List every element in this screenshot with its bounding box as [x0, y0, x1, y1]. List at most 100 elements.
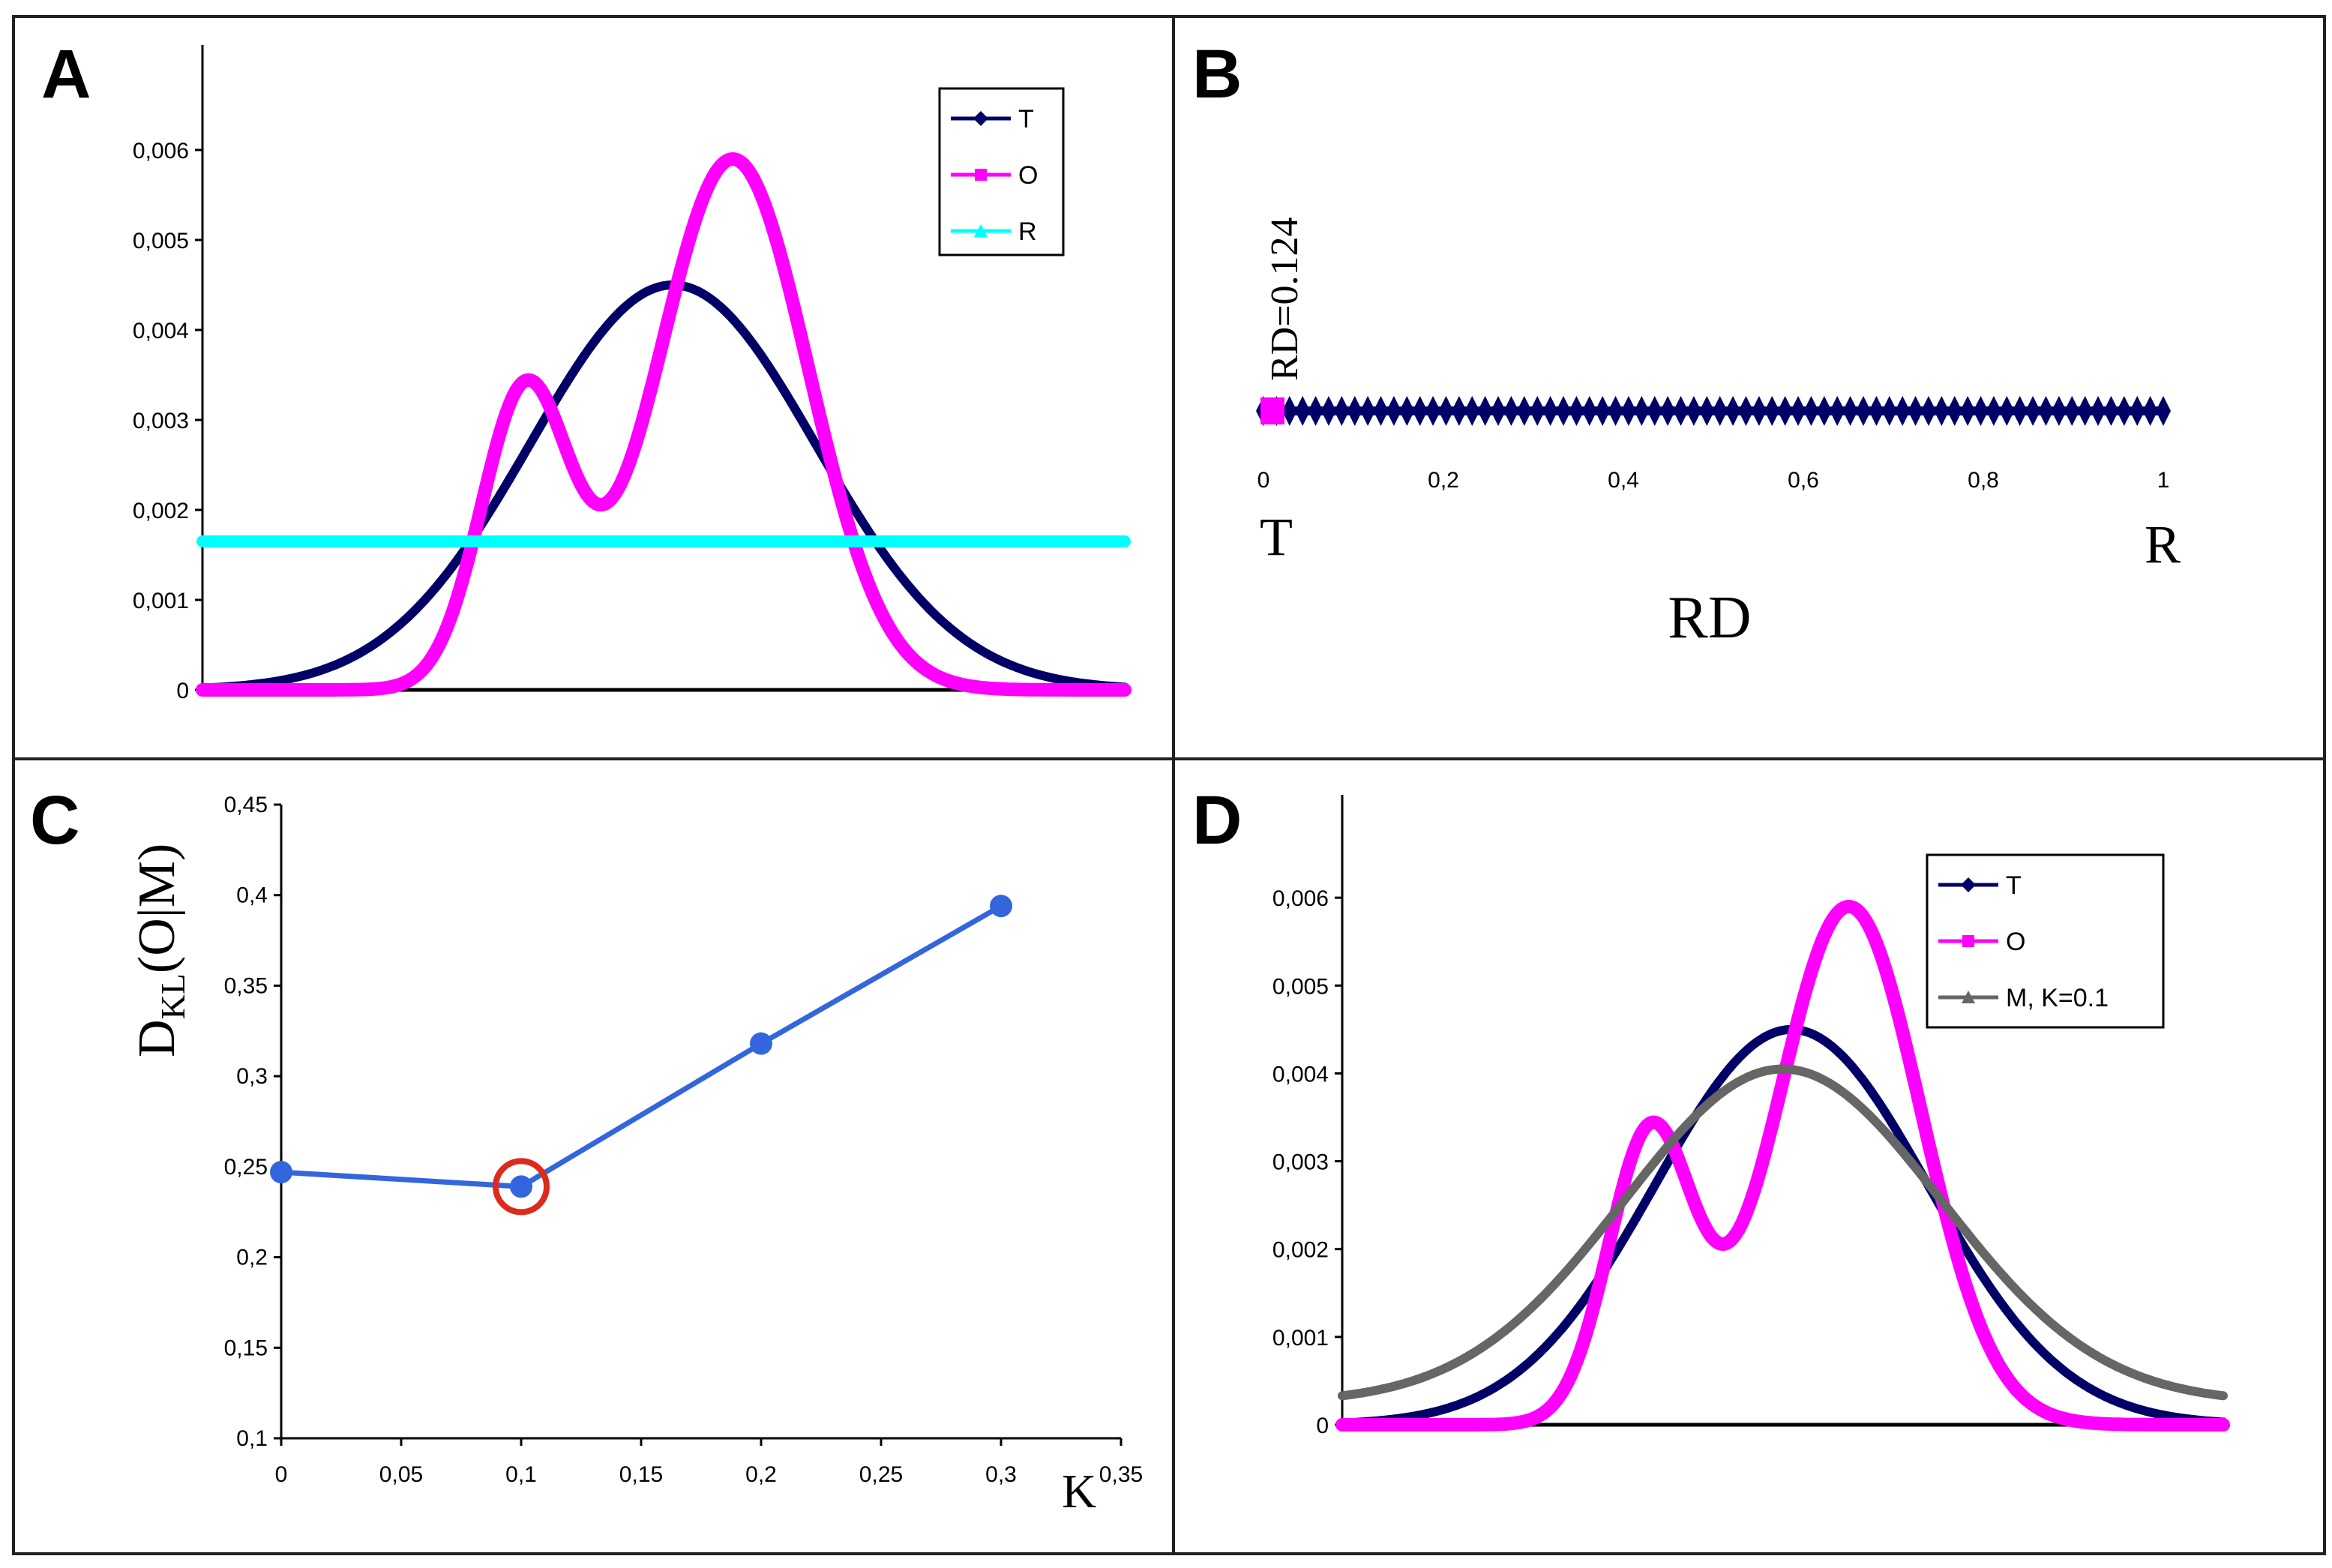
- panel-b-series: [1256, 396, 2171, 426]
- rd-series-marker: [1869, 396, 1884, 426]
- y-tick-label: 0,002: [1272, 1238, 1329, 1263]
- rd-series-marker: [2103, 396, 2119, 426]
- rd-series-marker: [1281, 396, 1297, 426]
- y-tick-label: 0,004: [1272, 1062, 1329, 1087]
- x-tick-label: 0,2: [1428, 468, 1459, 493]
- rd-series-marker: [1399, 396, 1415, 426]
- x-tick-label: 0,1: [505, 1462, 537, 1487]
- rd-series-marker: [2116, 396, 2132, 426]
- y-tick-label: 0,002: [133, 499, 189, 523]
- rd-series-marker: [1386, 396, 1401, 426]
- rd-series-marker: [1308, 396, 1323, 426]
- rd-series-marker: [1530, 396, 1545, 426]
- rd-series-marker: [2142, 396, 2158, 426]
- rd-series-marker: [1960, 396, 1976, 426]
- panel-d-legend: TO M, K=0.1: [1926, 853, 2165, 1029]
- rd-series-marker: [1842, 396, 1858, 426]
- panel-b-x-ticks: 0 0,2 0,4 0,6 0,8 1: [1257, 468, 2170, 493]
- legend-label: O: [2006, 928, 2025, 956]
- rd-series-marker: [1595, 396, 1611, 426]
- rd-series-marker: [1999, 396, 2015, 426]
- rd-series-marker: [1295, 396, 1311, 426]
- panel-c-y-label-rest: (O|M): [128, 844, 186, 973]
- rd-series-marker: [1830, 396, 1845, 426]
- rd-series-marker: [1947, 396, 1962, 426]
- x-tick-label: 1: [2157, 468, 2170, 493]
- y-tick-label: 0: [176, 679, 189, 703]
- panel-a-series: [196, 152, 1132, 697]
- rd-series-marker: [1438, 396, 1454, 426]
- panel-a-chart: 0 0,001 0,002 0,003 0,004 0,005 0,006 TOR: [133, 45, 1132, 703]
- rd-series-marker: [1542, 396, 1558, 426]
- rd-series-marker: [1620, 396, 1636, 426]
- x-tick-label: 0,6: [1788, 468, 1819, 493]
- panel-b-left-label: T: [1260, 507, 1293, 567]
- rd-series-marker: [1516, 396, 1532, 426]
- legend-marker-diamond: [973, 111, 988, 126]
- x-tick-label: 0,3: [985, 1462, 1017, 1487]
- rd-series-marker: [2038, 396, 2054, 426]
- y-tick-label: 0,004: [133, 319, 189, 343]
- rd-series-marker: [1934, 396, 1950, 426]
- rd-series-marker: [1373, 396, 1389, 426]
- x-tick-label: 0: [1257, 468, 1270, 493]
- rd-series-marker: [1477, 396, 1493, 426]
- rd-series-marker: [1699, 396, 1715, 426]
- x-tick-label: 0,05: [379, 1462, 423, 1487]
- rd-series-marker: [1581, 396, 1597, 426]
- series-line-t: [1338, 1024, 2228, 1428]
- y-tick-label: 0,006: [133, 139, 189, 163]
- panel-borders: [12, 15, 2326, 1555]
- rd-series-marker: [1725, 396, 1741, 426]
- panel-b-x-axis-label: RD: [1668, 585, 1751, 651]
- x-tick-label: 0: [275, 1462, 288, 1487]
- rd-series-marker: [1334, 396, 1350, 426]
- x-tick-label: 0,4: [1608, 468, 1639, 493]
- rd-series-marker: [1347, 396, 1362, 426]
- y-tick-label: 0,006: [1272, 886, 1329, 911]
- series-line-t: [198, 280, 1129, 693]
- rd-series-marker: [2025, 396, 2041, 426]
- y-tick-label: 0,1: [236, 1426, 268, 1451]
- rd-series-marker: [1556, 396, 1571, 426]
- y-tick-label: 0,25: [224, 1155, 268, 1180]
- rd-series-marker: [1986, 396, 2001, 426]
- rd-series-marker: [1320, 396, 1336, 426]
- rd-series-marker: [2130, 396, 2145, 426]
- legend-label: T: [1018, 105, 1034, 133]
- rd-series-marker: [1660, 396, 1676, 426]
- dkl-data-point: [990, 895, 1012, 918]
- series-line-o: [196, 152, 1132, 697]
- panel-c-y-axis-label: DKL(O|M): [128, 844, 192, 1057]
- panel-c-series: [270, 895, 1012, 1216]
- legend-marker-triangle: [1962, 991, 1975, 1003]
- panel-letter-c: C: [30, 782, 79, 859]
- panel-d-y-ticks: 0 0,001 0,002 0,003 0,004 0,005 0,006: [1272, 886, 1342, 1438]
- x-tick-label: 0,8: [1968, 468, 1999, 493]
- rd-series-marker: [1360, 396, 1376, 426]
- rd-series-marker: [1908, 396, 1923, 426]
- panel-c-x-axis-label: K: [1062, 1465, 1096, 1518]
- series-line-o: [1335, 900, 2230, 1432]
- rd-series-marker: [1569, 396, 1584, 426]
- y-tick-label: 0,2: [236, 1246, 268, 1270]
- rd-series-marker: [1803, 396, 1819, 426]
- rd-series-marker: [1738, 396, 1754, 426]
- rd-series-marker: [2156, 396, 2171, 426]
- rd-series-marker: [1464, 396, 1480, 426]
- panel-c-y-label-sub: KL: [154, 973, 192, 1019]
- legend-marker-square: [1962, 935, 1974, 947]
- rd-series-marker: [1895, 396, 1911, 426]
- rd-series-marker: [1673, 396, 1689, 426]
- y-tick-label: 0,15: [224, 1336, 268, 1360]
- y-tick-label: 0,005: [133, 229, 189, 253]
- panel-a-y-ticks: 0 0,001 0,002 0,003 0,004 0,005 0,006: [133, 139, 202, 703]
- rd-series-marker: [2064, 396, 2080, 426]
- panel-d-chart: 0 0,001 0,002 0,003 0,004 0,005 0,006 TO M, K=0…: [1272, 795, 2230, 1438]
- dkl-series-line: [280, 904, 1003, 1189]
- y-tick-label: 0,4: [236, 883, 268, 908]
- legend-marker-triangle: [974, 224, 988, 237]
- panel-letter-d: D: [1192, 782, 1242, 859]
- rd-series-marker: [2051, 396, 2067, 426]
- rd-series-marker: [1856, 396, 1871, 426]
